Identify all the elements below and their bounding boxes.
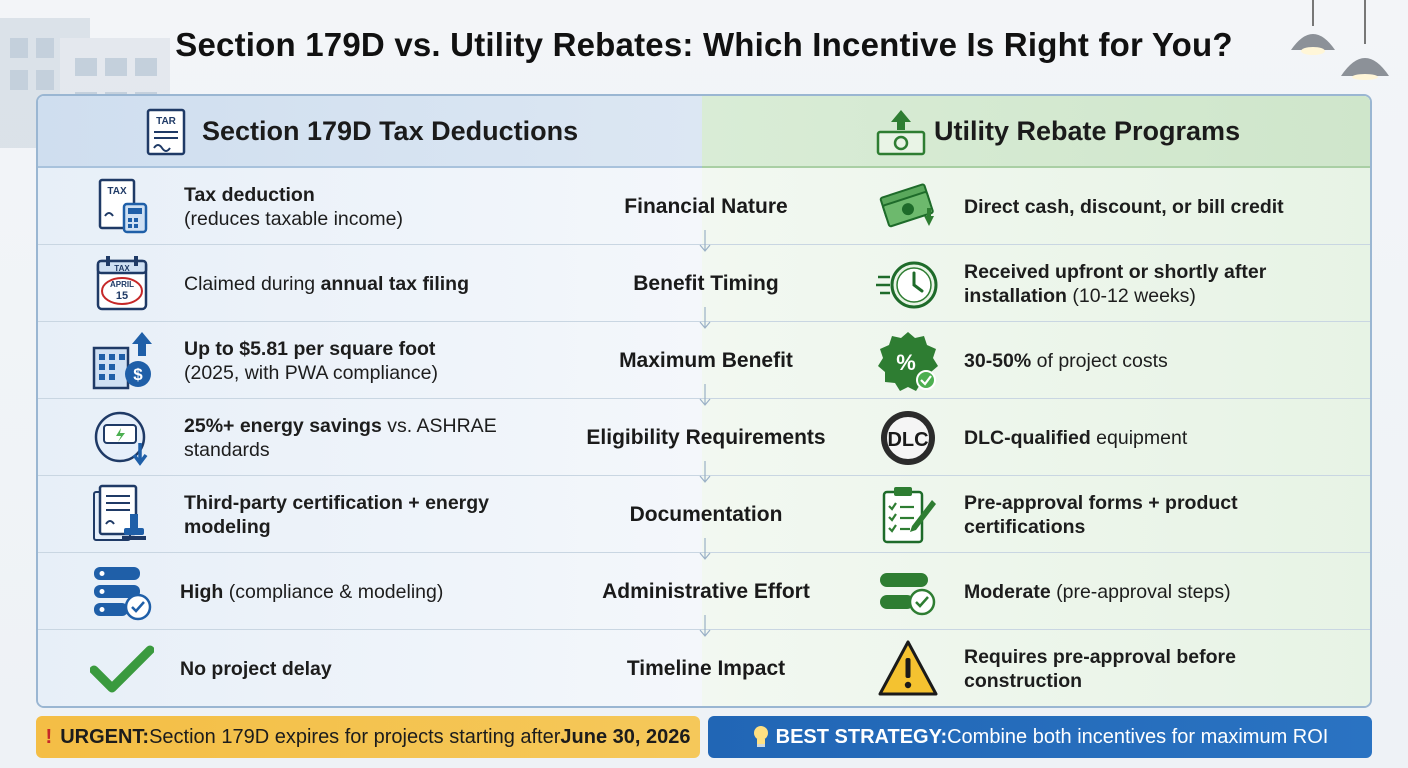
- checkmark-icon: [90, 645, 154, 693]
- lightbulb-icon: [753, 726, 768, 747]
- chevron-down-icon: [699, 230, 711, 252]
- svg-text:15: 15: [116, 290, 128, 302]
- percent-badge-icon: %: [878, 332, 938, 391]
- page-title: Section 179D vs. Utility Rebates: Which …: [175, 26, 1233, 63]
- right-cell-text: Pre-approval forms + product certificati…: [964, 491, 1238, 538]
- chevron-down-icon: [699, 384, 711, 406]
- building-illustration-left: [0, 18, 170, 148]
- comparison-table: TAR Section 179D Tax Deductions Utility …: [36, 94, 1372, 708]
- category-label: Maximum Benefit: [619, 348, 793, 372]
- chevron-down-icon: [699, 307, 711, 329]
- chevron-down-icon: [699, 538, 711, 560]
- category-label: Financial Nature: [624, 194, 788, 218]
- svg-text:DLC: DLC: [887, 429, 928, 451]
- fast-clock-icon: [876, 261, 938, 309]
- table-row: Third-party certification + energy model…: [38, 476, 1370, 560]
- left-cell-text: Claimed during annual tax filing: [184, 272, 470, 295]
- svg-text:TAR: TAR: [156, 116, 177, 127]
- svg-text:%: %: [896, 350, 916, 375]
- svg-text:TAX: TAX: [107, 186, 127, 197]
- category-label: Eligibility Requirements: [586, 425, 826, 449]
- left-cell-text: Up to $5.81 per square foot (2025, with …: [184, 337, 438, 384]
- right-cell-text: Requires pre-approval before constructio…: [964, 645, 1236, 692]
- exclamation-icon: !: [45, 725, 53, 748]
- left-cell-text: Third-party certification + energy model…: [184, 491, 490, 538]
- right-cell-text: Received upfront or shortly after instal…: [964, 260, 1267, 307]
- right-column-background: [702, 96, 1370, 706]
- chevron-down-icon: [699, 615, 711, 637]
- right-column-header: Utility Rebate Programs: [702, 96, 1370, 168]
- table-row: TAX Tax deduction (reduces taxable incom…: [38, 168, 1370, 252]
- right-cell-text: Moderate (pre-approval steps): [964, 580, 1231, 603]
- category-label: Benefit Timing: [633, 271, 779, 295]
- server-check-icon: [94, 567, 152, 621]
- right-cell-text: DLC-qualified equipment: [964, 426, 1188, 449]
- urgent-banner: ! URGENT: Section 179D expires for proje…: [36, 716, 700, 758]
- table-row: No project delay Timeline Impact Require…: [38, 630, 1370, 706]
- tax-calculator-icon: TAX: [98, 178, 148, 234]
- pendant-lamps-illustration: [1291, 0, 1389, 80]
- chevron-down-icon: [699, 461, 711, 483]
- cash-upload-icon: [876, 110, 926, 156]
- table-row: 25%+ energy savings vs. ASHRAE standards…: [38, 399, 1370, 483]
- left-cell-text: 25%+ energy savings vs. ASHRAE standards: [184, 414, 497, 461]
- cash-stack-icon: [879, 183, 934, 228]
- table-row: High (compliance & modeling) Administrat…: [38, 553, 1370, 637]
- left-cell-text: High (compliance & modeling): [180, 580, 444, 603]
- energy-meter-icon: [94, 411, 148, 466]
- tax-form-icon: TAR: [146, 108, 186, 156]
- certified-document-icon: [93, 484, 146, 541]
- left-cell-text: No project delay: [180, 657, 332, 680]
- building-dollar-icon: $: [92, 332, 152, 390]
- svg-text:TAX: TAX: [114, 264, 130, 273]
- svg-text:$: $: [133, 365, 143, 384]
- category-label: Timeline Impact: [626, 656, 786, 680]
- category-label: Administrative Effort: [602, 579, 810, 603]
- dlc-seal-icon: DLC: [881, 411, 935, 465]
- warning-icon: [878, 640, 938, 696]
- left-column-header: TAR Section 179D Tax Deductions: [38, 96, 706, 168]
- left-cell-text: Tax deduction (reduces taxable income): [184, 183, 403, 230]
- right-column-title: Utility Rebate Programs: [934, 116, 1241, 146]
- toggle-check-icon: [880, 573, 936, 616]
- clipboard-checklist-icon: [882, 487, 936, 544]
- right-cell-text: 30-50% of project costs: [964, 349, 1168, 372]
- category-label: Documentation: [629, 502, 783, 526]
- table-row: $ Up to $5.81 per square foot (2025, wit…: [38, 322, 1370, 406]
- right-cell-text: Direct cash, discount, or bill credit: [964, 195, 1284, 218]
- left-column-title: Section 179D Tax Deductions: [202, 116, 579, 146]
- strategy-banner: BEST STRATEGY: Combine both incentives f…: [708, 716, 1372, 758]
- svg-text:APRIL: APRIL: [110, 280, 134, 289]
- table-row: TAX APRIL 15 Claimed during annual tax f…: [38, 245, 1370, 329]
- calendar-icon: TAX APRIL 15: [96, 256, 148, 311]
